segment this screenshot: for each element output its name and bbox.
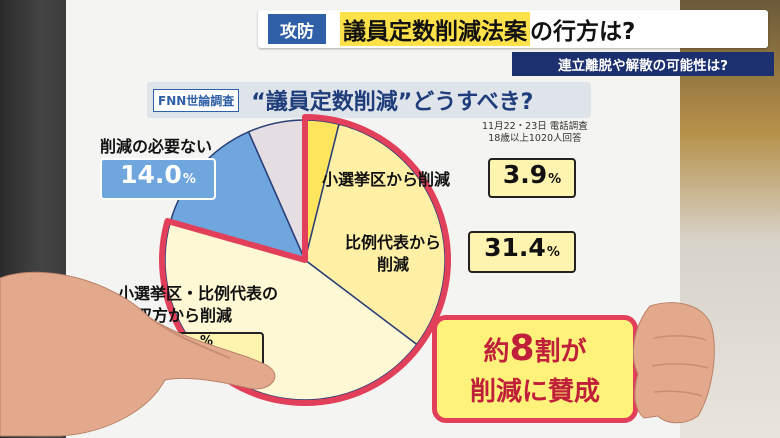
label-pr-line1: 比例代表から bbox=[345, 233, 442, 252]
value-no-need: 14.0% bbox=[100, 158, 216, 200]
value-pr-percent: % bbox=[546, 245, 560, 260]
survey-note-count: 18歳以上1020人回答 bbox=[488, 133, 582, 144]
label-both: 小選挙区・比例代表の 双方から削減 bbox=[118, 283, 278, 327]
label-no-need: 削減の必要ない bbox=[100, 137, 213, 156]
value-no-need-percent: % bbox=[182, 172, 196, 187]
headline-rest: の行方は? bbox=[530, 19, 636, 45]
value-smd: 3.9% bbox=[488, 158, 576, 198]
value-smd-number: 3.9 bbox=[502, 160, 548, 189]
label-both-line2: 双方から削減 bbox=[136, 306, 233, 325]
value-no-need-number: 14.0 bbox=[120, 160, 182, 189]
callout-line2: 削減に賛成 bbox=[469, 377, 600, 407]
callout-ratio: 割が bbox=[534, 337, 587, 367]
callout-line1: 約8割が bbox=[437, 328, 633, 369]
survey-note-date: 11月22・23日 電話調査 bbox=[482, 121, 588, 132]
presenter-hand-right bbox=[633, 302, 715, 424]
label-smd: 小選挙区から削減 bbox=[322, 170, 451, 189]
value-pr: 31.4% bbox=[468, 231, 576, 273]
callout-box: 約8割が 削減に賛成 bbox=[432, 315, 638, 423]
sub-headline: 連立離脱や解散の可能性は? bbox=[512, 52, 774, 76]
headline-highlight: 議員定数削減法案 bbox=[340, 12, 530, 46]
poll-source: FNN世論調査 bbox=[153, 88, 240, 112]
value-smd-percent: % bbox=[548, 172, 562, 187]
callout-number: 8 bbox=[509, 328, 535, 369]
headline: 議員定数削減法案 の行方は? bbox=[340, 12, 635, 46]
label-pr-line2: 削減 bbox=[377, 255, 410, 274]
label-pr: 比例代表から 削減 bbox=[345, 232, 441, 276]
callout-approx: 約 bbox=[483, 337, 510, 367]
presenter-hand-left bbox=[0, 271, 276, 437]
survey-note: 11月22・23日 電話調査 18歳以上1020人回答 bbox=[482, 121, 588, 145]
label-both-line1: 小選挙区・比例代表の bbox=[118, 284, 279, 303]
value-pr-number: 31.4 bbox=[484, 233, 546, 262]
question-title: “議員定数削減”どうすべき? bbox=[251, 90, 534, 115]
question-title-bar: FNN世論調査 “議員定数削減”どうすべき? bbox=[147, 82, 591, 118]
topic-tag: 攻防 bbox=[268, 14, 326, 44]
